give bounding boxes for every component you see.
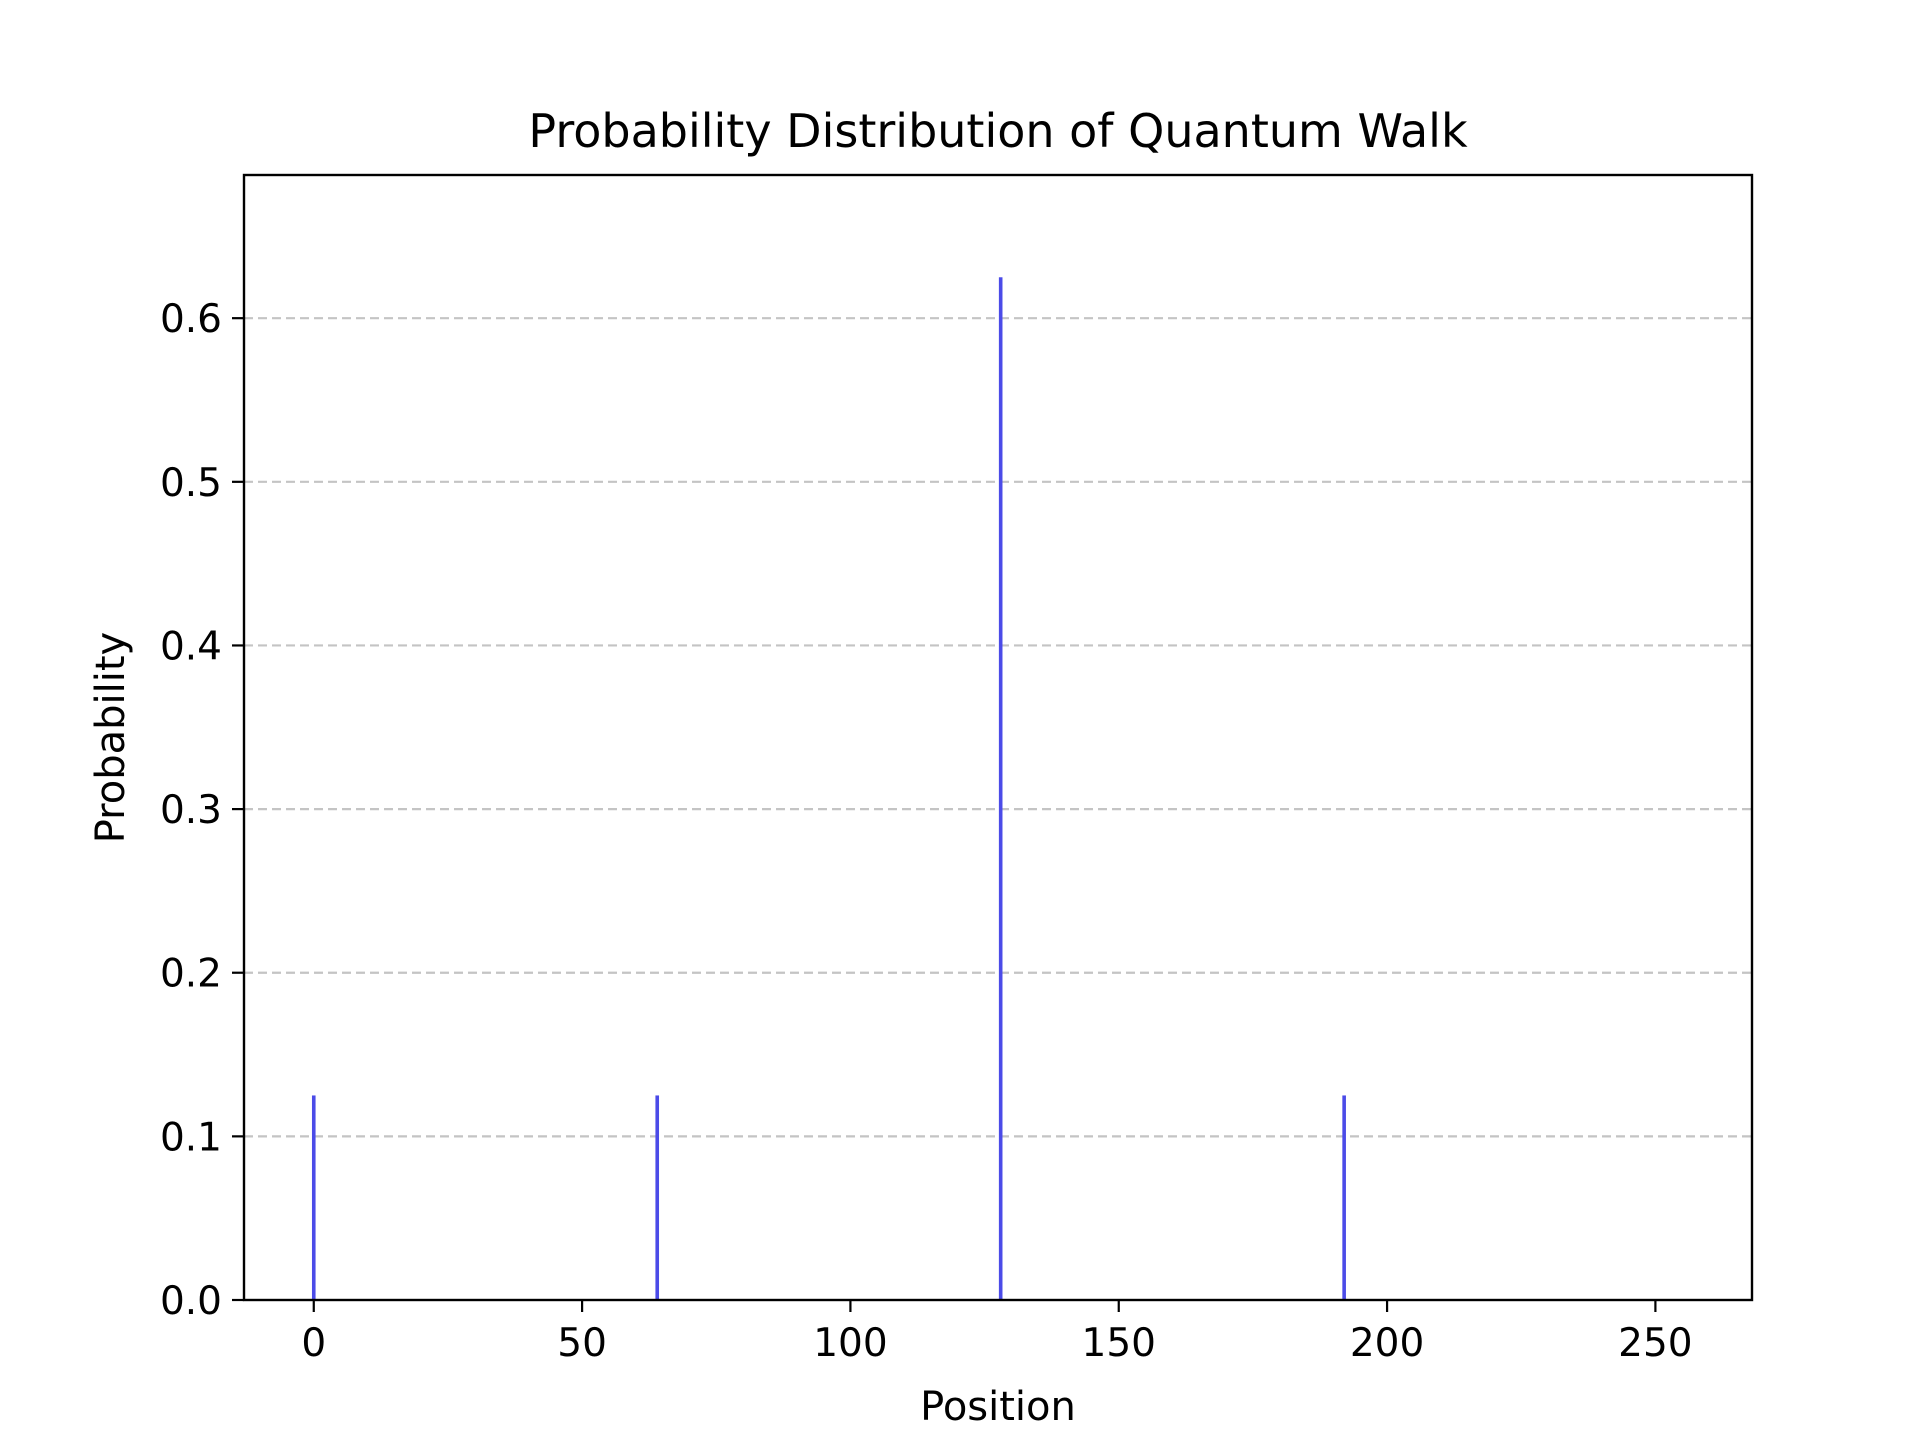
x-tick-label: 0 — [301, 1321, 326, 1366]
x-tick-label: 250 — [1618, 1321, 1692, 1366]
y-tick-label: 0.1 — [160, 1115, 222, 1160]
bar — [998, 277, 1003, 1301]
y-tick-label: 0.4 — [160, 624, 222, 669]
chart-title: Probability Distribution of Quantum Walk — [528, 104, 1468, 158]
x-axis-label: Position — [920, 1384, 1076, 1430]
bar — [655, 1095, 660, 1300]
y-tick-label: 0.0 — [160, 1279, 222, 1324]
y-tick-label: 0.6 — [160, 297, 222, 342]
y-tick-label: 0.5 — [160, 461, 222, 506]
x-tick-label: 100 — [813, 1321, 887, 1366]
x-tick-label: 150 — [1082, 1321, 1156, 1366]
plot-frame — [242, 173, 1754, 1302]
x-tick-label: 50 — [557, 1321, 607, 1366]
y-tick-label: 0.3 — [160, 788, 222, 833]
bar — [311, 1095, 316, 1300]
x-tick-label: 200 — [1350, 1321, 1424, 1366]
x-axis-ticks: 0 50 100 150 200 250 — [301, 1300, 1693, 1366]
bars — [311, 277, 1346, 1301]
bar — [1342, 1095, 1346, 1300]
y-axis-ticks: 0.0 0.1 0.2 0.3 0.4 0.5 0.6 — [160, 297, 244, 1324]
y-axis-label: Probability — [88, 632, 134, 843]
y-tick-label: 0.2 — [160, 952, 222, 997]
